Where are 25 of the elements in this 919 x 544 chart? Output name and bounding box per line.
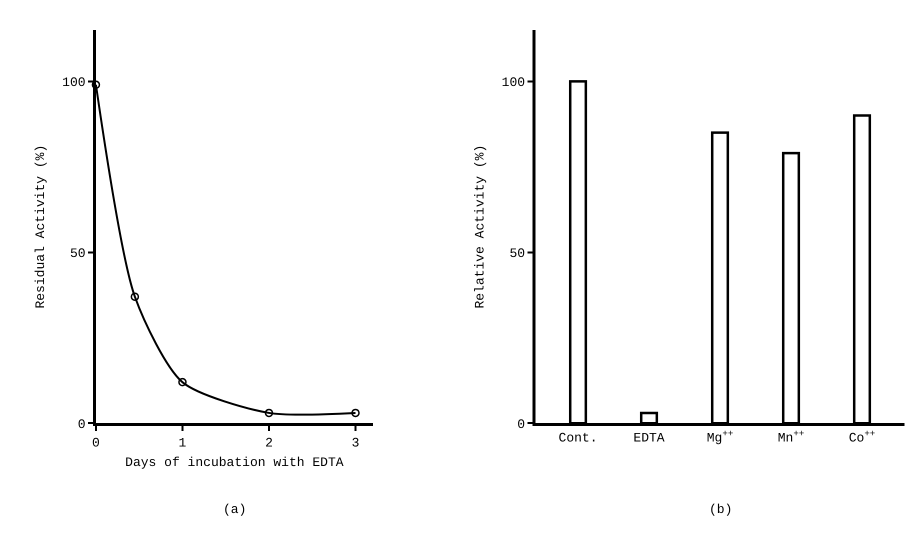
point	[264, 408, 274, 418]
x-tick-label: EDTA	[633, 430, 665, 446]
x-tick-label: 0	[92, 436, 100, 451]
point	[130, 292, 140, 301]
text: (a)	[223, 502, 246, 517]
x-tick-label: Co$^{++}$	[848, 428, 876, 446]
x-tick-label: Mn$^{++}$	[778, 428, 804, 446]
y-axis-title: Residual Activity (%)	[33, 144, 48, 309]
y-tick-label: 50	[70, 246, 86, 261]
text: (b)	[709, 502, 732, 517]
x-tick-label: 2	[265, 436, 273, 451]
x-tick-label: 3	[352, 436, 360, 451]
x-tick-label: 1	[178, 436, 187, 451]
point	[92, 80, 100, 90]
point	[178, 378, 187, 386]
y-tick-label: 0	[517, 416, 526, 432]
x-tick-label: Mg$^{++}$	[706, 428, 734, 446]
y-tick-label: 100	[502, 74, 526, 90]
y-tick-label: 100	[62, 74, 86, 90]
point	[351, 408, 360, 418]
y-tick-label: 0	[78, 416, 86, 432]
y-tick-label: 50	[509, 246, 526, 261]
x-tick-label: Cont.	[558, 430, 598, 446]
y-axis-title: Relative Activity (%)	[472, 144, 488, 309]
x-axis-title: Days of incubation with EDTA	[125, 455, 344, 470]
